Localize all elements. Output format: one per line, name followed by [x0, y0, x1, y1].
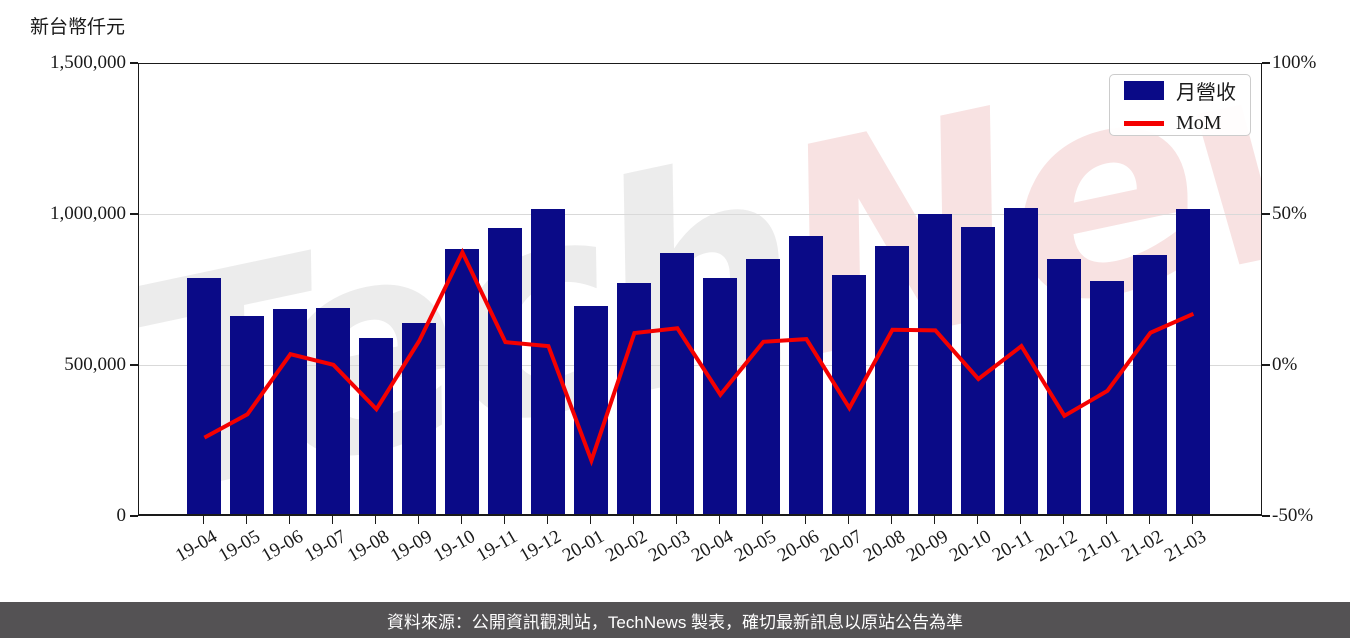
x-axis-tick: [245, 516, 248, 524]
x-axis-label-20-01: 20-01: [558, 526, 608, 567]
x-axis-label-20-12: 20-12: [1031, 526, 1081, 567]
revenue-bar-20-07: [832, 275, 867, 514]
x-axis-tick: [202, 516, 205, 524]
x-axis-tick: [1148, 516, 1151, 524]
legend-revenue-label: 月營收: [1176, 81, 1236, 104]
right-axis-tick: [1262, 364, 1270, 366]
source-text: 資料來源：公開資訊觀測站，TechNews 製表，確切最新訊息以原站公告為準: [386, 612, 964, 632]
left-axis-tick-label: 500,000: [64, 354, 126, 375]
x-axis-tick: [718, 516, 721, 524]
legend: 月營收 MoM: [1109, 74, 1251, 136]
x-axis-label-19-04: 19-04: [171, 526, 221, 567]
revenue-bar-20-01: [574, 305, 609, 514]
x-axis-tick: [374, 516, 377, 524]
right-axis-tick-label: 100%: [1272, 52, 1317, 73]
x-axis-tick: [890, 516, 893, 524]
x-axis-tick: [675, 516, 678, 524]
x-axis-tick: [460, 516, 463, 524]
revenue-bar-20-12: [1047, 259, 1082, 514]
x-axis-tick: [847, 516, 850, 524]
x-axis-tick: [1019, 516, 1022, 524]
legend-row-mom: MoM: [1124, 112, 1240, 135]
revenue-bar-19-12: [531, 209, 566, 514]
x-axis-tick: [761, 516, 764, 524]
x-axis-tick: [417, 516, 420, 524]
left-axis-tick: [130, 364, 138, 366]
revenue-bar-20-03: [660, 253, 695, 514]
x-axis-tick: [804, 516, 807, 524]
revenue-bar-20-06: [789, 236, 824, 514]
revenue-bar-20-09: [918, 214, 953, 514]
x-axis-label-19-11: 19-11: [473, 526, 522, 566]
revenue-bar-19-08: [359, 337, 394, 514]
x-axis-label-20-09: 20-09: [902, 526, 952, 567]
x-axis-tick: [1191, 516, 1194, 524]
x-axis-label-20-08: 20-08: [859, 526, 909, 567]
revenue-bar-20-02: [617, 282, 652, 514]
revenue-bar-21-03: [1176, 209, 1211, 514]
right-axis-tick: [1262, 62, 1270, 64]
revenue-bar-20-05: [746, 259, 781, 514]
right-axis-tick: [1262, 515, 1270, 517]
x-axis-tick: [976, 516, 979, 524]
x-axis-tick: [1062, 516, 1065, 524]
right-axis-tick-label: 50%: [1272, 203, 1307, 224]
x-axis-label-20-04: 20-04: [687, 526, 737, 567]
revenue-bar-21-02: [1133, 254, 1168, 514]
x-axis-label-20-06: 20-06: [773, 526, 823, 567]
revenue-bar-19-10: [445, 249, 480, 514]
x-axis-label-20-10: 20-10: [945, 526, 995, 567]
gridline: [139, 214, 1261, 216]
x-axis-tick: [589, 516, 592, 524]
x-axis-tick: [632, 516, 635, 524]
y-axis-unit-label: 新台幣仟元: [30, 17, 126, 38]
x-axis-label-19-08: 19-08: [343, 526, 393, 567]
left-axis-tick-label: 0: [116, 505, 127, 526]
x-axis-tick: [503, 516, 506, 524]
plot-area: TechNews: [138, 63, 1262, 516]
x-axis-label-21-02: 21-02: [1117, 526, 1167, 567]
left-axis-tick: [130, 62, 138, 64]
x-axis-label-20-05: 20-05: [730, 526, 780, 567]
x-axis-label-20-02: 20-02: [601, 526, 651, 567]
x-axis-label-19-05: 19-05: [214, 526, 264, 567]
revenue-bar-19-09: [402, 322, 437, 514]
x-axis-label-20-11: 20-11: [989, 526, 1038, 566]
x-axis-tick: [933, 516, 936, 524]
revenue-bar-19-06: [273, 308, 308, 514]
left-axis-tick: [130, 515, 138, 517]
mom-line-swatch: [1124, 120, 1164, 126]
revenue-bar-swatch: [1124, 80, 1164, 100]
x-axis-label-19-09: 19-09: [386, 526, 436, 567]
x-axis-label-20-03: 20-03: [644, 526, 694, 567]
right-axis-tick: [1262, 213, 1270, 215]
x-axis-label-20-07: 20-07: [816, 526, 866, 567]
revenue-bar-19-04: [187, 278, 222, 514]
x-axis-label-19-10: 19-10: [429, 526, 479, 567]
x-axis-label-19-12: 19-12: [515, 526, 565, 567]
left-axis-tick: [130, 213, 138, 215]
x-axis-label-21-01: 21-01: [1074, 526, 1124, 567]
right-axis-tick-label: -50%: [1272, 505, 1314, 526]
x-axis-tick: [288, 516, 291, 524]
x-axis-tick: [1105, 516, 1108, 524]
x-axis-label-21-03: 21-03: [1160, 526, 1210, 567]
revenue-bar-19-11: [488, 228, 523, 514]
legend-row-revenue: 月營收: [1124, 76, 1240, 105]
mom-line: [203, 247, 1195, 467]
source-bar: 資料來源：公開資訊觀測站，TechNews 製表，確切最新訊息以原站公告為準: [0, 602, 1350, 638]
revenue-bar-20-08: [875, 246, 910, 514]
revenue-bar-19-07: [316, 307, 351, 514]
x-axis-label-19-07: 19-07: [300, 526, 350, 567]
right-axis-tick-label: 0%: [1272, 354, 1298, 375]
left-axis-tick-label: 1,500,000: [50, 52, 126, 73]
x-axis-label-19-06: 19-06: [257, 526, 307, 567]
left-axis-tick-label: 1,000,000: [50, 203, 126, 224]
x-axis-tick: [546, 516, 549, 524]
legend-mom-label: MoM: [1176, 111, 1222, 134]
x-axis-tick: [331, 516, 334, 524]
